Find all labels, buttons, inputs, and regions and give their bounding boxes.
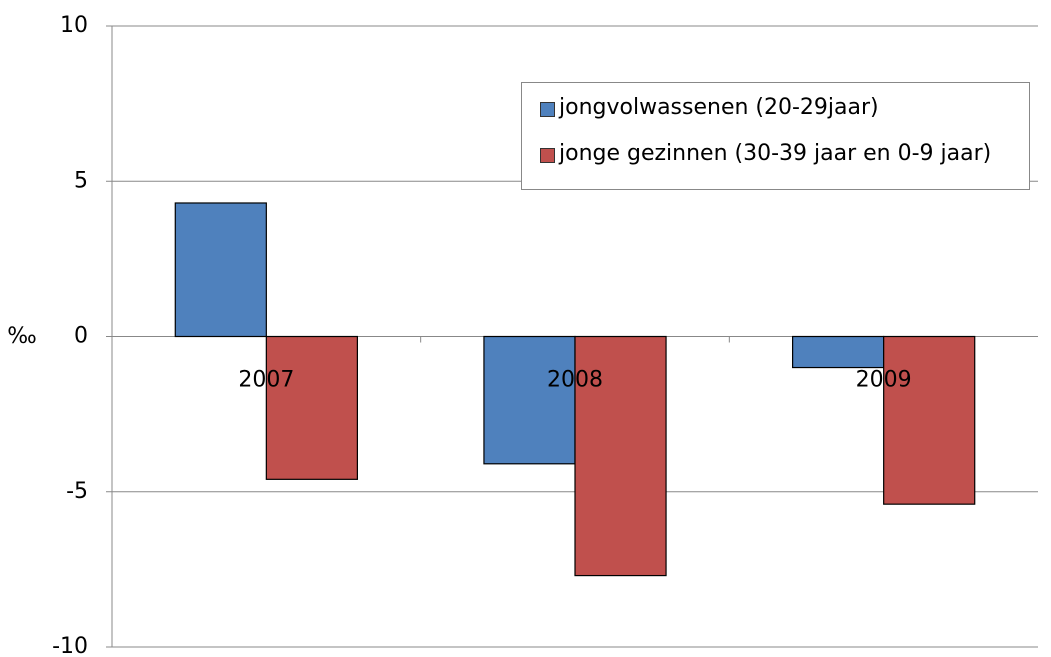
legend-swatch bbox=[540, 148, 555, 163]
bar bbox=[574, 335, 667, 577]
y-tick-label: 10 bbox=[60, 13, 88, 38]
y-tick-label: -5 bbox=[66, 479, 88, 504]
y-tick-label: 5 bbox=[74, 168, 88, 193]
legend-label: jonge gezinnen (30-39 jaar en 0-9 jaar) bbox=[559, 141, 992, 166]
legend-swatch bbox=[540, 102, 555, 117]
bar bbox=[883, 335, 976, 505]
y-tick-label: 0 bbox=[74, 324, 88, 349]
bar bbox=[265, 335, 358, 480]
x-tick-label: 2008 bbox=[547, 368, 603, 393]
bar bbox=[174, 202, 267, 338]
legend-item: jonge gezinnen (30-39 jaar en 0-9 jaar) bbox=[540, 141, 1015, 167]
bar bbox=[792, 335, 885, 369]
y-tick-label: -10 bbox=[52, 634, 88, 657]
y-axis-label: ‰ bbox=[7, 324, 37, 349]
x-tick-label: 2007 bbox=[238, 368, 294, 393]
x-tick-label: 2009 bbox=[856, 368, 912, 393]
legend: jongvolwassenen (20-29jaar) jonge gezinne… bbox=[521, 82, 1030, 190]
legend-item: jongvolwassenen (20-29jaar) bbox=[540, 95, 1015, 121]
legend-label: jongvolwassenen (20-29jaar) bbox=[559, 95, 879, 120]
bar bbox=[483, 335, 576, 465]
